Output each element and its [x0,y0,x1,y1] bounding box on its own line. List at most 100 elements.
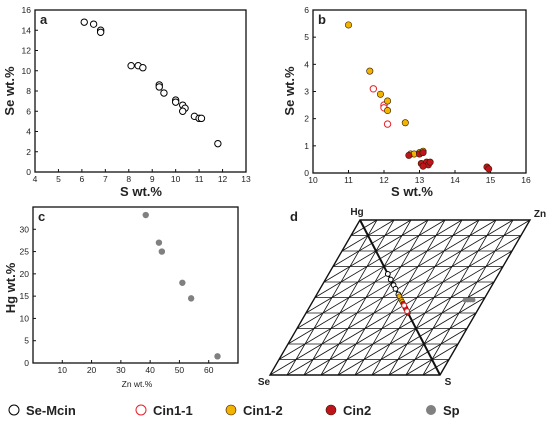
panel-letter: b [318,12,326,27]
data-point-cin2 [426,158,434,166]
y-tick-label: 14 [22,25,32,35]
data-point-cin2 [485,165,493,173]
plot-frame [32,206,239,364]
panel-c: c 10 20 30 40 50 60 0 5 10 15 20 25 30 Zn wt.% Hg wt.% [3,206,239,389]
y-tick-label: 4 [26,127,31,137]
data-point-cin2 [405,151,413,159]
data-point-se_mcin [214,139,222,148]
plot-frame [34,9,247,173]
data-point-se_mcin [160,89,168,97]
data-point-sp [214,353,221,360]
legend-marker-cin2 [325,404,337,416]
y-axis-label: Hg wt.% [3,262,18,313]
x-tick-label: 11 [344,175,353,185]
data-point-cin1_2 [384,107,392,115]
data-point-sp [187,295,195,302]
data-point-cin2 [419,149,427,157]
x-tick-label: 6 [80,174,85,184]
x-tick-label: 50 [175,365,185,375]
y-tick-label: 0 [26,167,31,177]
data-point-cin1_1 [401,302,408,309]
x-tick-label: 12 [218,174,228,184]
x-tick-label: 9 [150,174,155,184]
y-tick-label: 6 [304,5,309,15]
data-point-sp [158,248,166,255]
panel-d: d Hg Zn Se S [258,207,546,388]
data-point-se_mcin [139,64,147,72]
x-tick-label: 13 [415,175,425,185]
x-tick-label: 10 [171,174,181,184]
data-point-cin1_1 [404,308,410,315]
y-tick-label: 15 [20,291,30,301]
x-tick-label: 15 [486,175,496,185]
data-point-cin1_2 [376,90,384,98]
data-point-cin1_2 [384,97,392,105]
data-point-se_mcin [384,271,391,277]
x-axis-label: S wt.% [391,184,433,199]
x-axis-label: S wt.% [120,184,162,199]
x-tick-label: 30 [116,365,126,375]
data-point-se_mcin [155,83,163,91]
y-tick-label: 2 [304,114,309,124]
data-point-sp [142,211,149,219]
data-point-se_mcin [179,107,187,115]
y-axis-label: Se wt.% [2,66,17,116]
data-point-sp [470,297,476,303]
data-point-se_mcin [171,98,180,106]
data-point-se_mcin [96,28,105,36]
y-tick-label: 20 [20,269,30,279]
x-tick-label: 40 [145,365,155,375]
x-tick-label: 16 [521,175,531,185]
x-tick-label: 12 [379,175,389,185]
legend-marker-se_mcin [8,404,20,416]
legend-label-se_mcin: Se-Mcin [26,403,76,418]
apex-label-s: S [445,377,452,388]
x-tick-label: 60 [204,365,214,375]
legend-label-cin1_1: Cin1-1 [153,403,193,418]
data-point-sp [179,279,186,286]
apex-label-se: Se [258,377,271,388]
panel-letter: a [40,12,48,27]
legend-label-cin1_2: Cin1-2 [243,403,283,418]
data-point-se_mcin [80,18,88,26]
x-tick-label: 7 [103,174,108,184]
y-tick-label: 30 [20,224,30,234]
panel-letter: c [38,209,45,224]
data-point-cin1_2 [344,21,352,29]
panel-a: a 4 5 6 7 8 9 10 11 12 13 0 2 4 6 8 10 12 14 16 S wt.% Se wt.… [2,5,251,199]
x-tick-label: 11 [195,174,204,184]
x-tick-label: 13 [241,174,251,184]
data-point-se_mcin [387,276,394,283]
legend: Se-Mcin Cin1-1 Cin1-2 Cin2 Sp [8,403,460,418]
plot-frame [312,9,527,174]
y-tick-label: 3 [304,87,309,97]
data-point-cin2 [419,162,427,170]
apex-label-zn: Zn [534,209,546,220]
y-tick-label: 8 [26,86,31,96]
legend-label-sp: Sp [443,403,460,418]
data-point-se_mcin [392,285,399,292]
y-tick-label: 16 [22,5,32,15]
data-point-se_mcin [127,61,135,70]
legend-marker-cin1_1 [135,404,147,416]
x-tick-label: 10 [308,175,318,185]
x-tick-label: 14 [450,175,460,185]
panel-letter: d [290,209,298,224]
data-point-sp [462,297,468,303]
data-point-cin1_1 [369,85,378,93]
x-tick-label: 4 [33,174,38,184]
y-tick-label: 0 [24,358,29,368]
y-tick-label: 10 [20,313,30,323]
data-point-se_mcin [89,20,98,28]
y-tick-label: 10 [22,66,32,76]
data-point-se_mcin [197,114,206,123]
y-tick-label: 0 [304,168,309,178]
y-tick-label: 4 [304,59,309,69]
data-point-sp [155,239,163,246]
x-tick-label: 10 [58,365,68,375]
y-tick-label: 5 [304,32,309,42]
y-tick-label: 6 [26,106,31,116]
y-tick-label: 25 [20,247,30,257]
y-tick-label: 12 [22,46,32,56]
